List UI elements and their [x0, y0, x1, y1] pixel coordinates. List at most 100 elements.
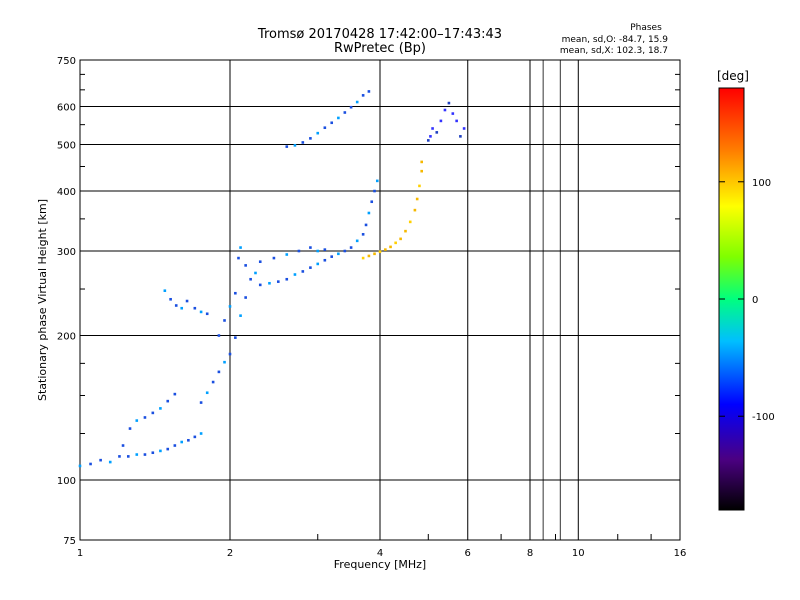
data-point	[143, 453, 147, 456]
x-tick-label: 6	[465, 548, 471, 559]
data-point	[301, 270, 305, 273]
data-point	[451, 112, 455, 115]
data-point	[234, 336, 237, 339]
data-point	[404, 229, 407, 233]
data-point	[309, 137, 312, 140]
axis-ticks: 1 2 4 6 8 10 16 75 100 200 300 400 500 600 750	[57, 56, 686, 559]
data-point	[249, 277, 252, 281]
data-point	[316, 262, 320, 266]
data-point	[431, 127, 434, 130]
data-point	[166, 447, 170, 451]
data-point	[126, 455, 130, 458]
phases-x-stats: mean, sd,X: 102.3, 18.7	[560, 46, 668, 56]
x-tick-label: 2	[227, 548, 233, 559]
data-point	[413, 208, 417, 212]
data-point	[118, 455, 121, 458]
data-point	[455, 119, 458, 123]
data-points	[78, 90, 466, 468]
data-point	[435, 131, 439, 134]
data-point	[418, 184, 421, 188]
data-point	[143, 416, 147, 419]
data-point	[193, 435, 197, 439]
data-point	[272, 256, 276, 260]
data-point	[223, 319, 226, 322]
data-point	[293, 273, 297, 276]
data-point	[447, 101, 451, 105]
data-point	[159, 449, 162, 453]
data-point	[285, 277, 289, 281]
data-point	[185, 299, 189, 303]
data-point	[373, 252, 376, 256]
data-point	[309, 266, 312, 269]
data-point	[166, 399, 170, 403]
phases-title: Phases	[630, 23, 662, 33]
y-tick-label: 600	[57, 103, 76, 114]
data-point	[439, 119, 443, 123]
data-point	[355, 100, 359, 104]
data-point	[228, 352, 232, 356]
data-point	[293, 144, 297, 147]
data-point	[343, 111, 347, 114]
y-tick-label: 400	[57, 187, 76, 198]
data-point	[128, 427, 132, 430]
data-point	[108, 460, 112, 464]
data-point	[258, 260, 262, 264]
data-point	[89, 462, 92, 466]
data-point	[211, 380, 215, 384]
data-point	[301, 141, 305, 144]
data-point	[173, 444, 177, 447]
data-point	[135, 453, 139, 456]
data-point	[330, 121, 334, 125]
data-point	[462, 127, 466, 130]
data-point	[199, 401, 203, 404]
data-point	[228, 305, 232, 308]
data-point	[199, 310, 203, 314]
data-point	[323, 126, 327, 130]
y-tick-label: 500	[57, 141, 76, 152]
data-point	[349, 246, 353, 249]
colorbar-ticks: 100 0 -100	[719, 178, 775, 423]
data-point	[169, 297, 172, 301]
chart-subtitle: RwPretec (Bp)	[334, 41, 426, 56]
data-point	[367, 211, 371, 215]
data-point	[394, 241, 397, 245]
data-point	[389, 245, 392, 249]
x-tick-label: 8	[527, 548, 533, 559]
data-point	[99, 458, 102, 462]
colorbar-tick-label: 100	[752, 178, 771, 189]
x-tick-label: 10	[572, 548, 585, 559]
data-point	[223, 360, 226, 364]
data-point	[361, 256, 365, 260]
data-point	[384, 248, 387, 251]
y-tick-label: 200	[57, 332, 76, 343]
data-point	[337, 252, 340, 256]
y-tick-label: 300	[57, 247, 76, 258]
data-point	[173, 392, 177, 396]
data-point	[285, 253, 289, 256]
data-point	[330, 255, 334, 258]
data-point	[205, 312, 209, 316]
colorbar-unit-label: [deg]	[717, 69, 749, 83]
data-point	[285, 145, 289, 148]
data-point	[429, 135, 432, 138]
x-tick-label: 16	[674, 548, 687, 559]
data-point	[367, 254, 371, 258]
data-point	[205, 391, 209, 395]
data-point	[415, 197, 419, 201]
x-tick-label: 1	[77, 548, 83, 559]
data-point	[375, 179, 379, 183]
data-point	[459, 135, 462, 138]
data-point	[361, 233, 365, 236]
data-point	[244, 264, 247, 267]
data-point	[159, 407, 162, 410]
data-point	[309, 246, 312, 249]
y-tick-label: 750	[57, 56, 76, 67]
data-point	[373, 189, 376, 193]
data-point	[258, 283, 262, 287]
data-point	[367, 90, 371, 93]
data-point	[268, 281, 271, 285]
data-point	[316, 249, 320, 253]
data-point	[408, 220, 412, 224]
data-point	[135, 419, 139, 422]
y-tick-label: 100	[57, 476, 76, 487]
